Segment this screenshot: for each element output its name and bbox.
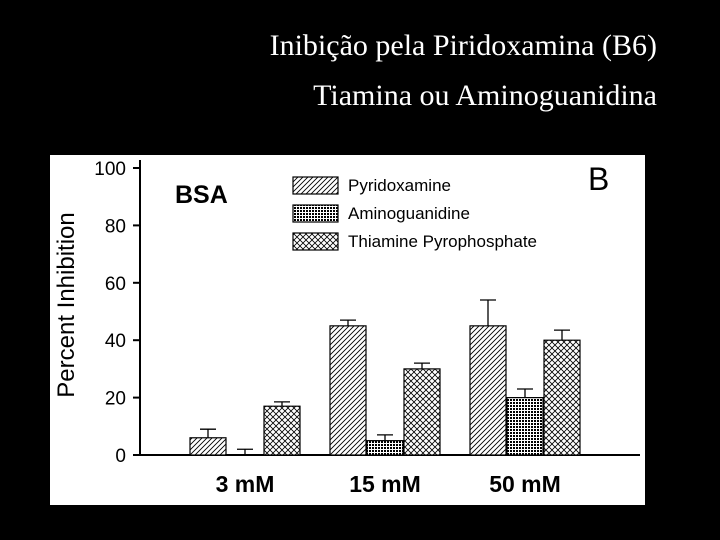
x-tick-label: 50 mM (489, 471, 561, 497)
y-tick-label: 0 (115, 446, 126, 467)
error-bar (554, 329, 570, 341)
y-tick-label: 60 (105, 274, 126, 295)
error-bar (517, 388, 533, 398)
bar (189, 437, 227, 456)
legend-label: Pyridoxamine (348, 176, 451, 195)
bar (469, 325, 507, 456)
error-bar (274, 401, 290, 407)
bar (506, 397, 544, 456)
annotation: BSA (175, 181, 228, 209)
x-tick-label: 3 mM (216, 471, 275, 497)
x-tick-label: 15 mM (349, 471, 421, 497)
bar (366, 440, 404, 456)
bar (263, 405, 301, 456)
y-tick-label: 80 (105, 216, 126, 237)
legend-swatch (292, 176, 339, 195)
slide-title-line: Inibição pela Piridoxamina (B6) (270, 29, 657, 62)
error-bar (414, 362, 430, 369)
bar (543, 339, 581, 456)
y-tick-label: 100 (94, 159, 126, 180)
error-bar (377, 434, 393, 441)
bar (403, 368, 441, 456)
error-bar (237, 448, 253, 455)
legend-swatch (292, 232, 339, 251)
y-axis-label: Percent Inhibition (53, 212, 80, 397)
error-bar (340, 319, 356, 326)
legend-label: Aminoguanidine (348, 204, 470, 223)
y-tick-label: 20 (105, 389, 126, 410)
error-bar (480, 299, 496, 326)
bar (329, 325, 367, 456)
error-bar (200, 428, 216, 438)
slide-title-line: Tiamina ou Aminoguanidina (313, 79, 657, 112)
panel-label: B (588, 161, 609, 197)
legend-swatch (292, 204, 339, 223)
y-tick-label: 40 (105, 331, 126, 352)
chart: Percent Inhibition BSA B 0 20 40 60 80 100 3 m… (53, 159, 640, 497)
legend-label: Thiamine Pyrophosphate (348, 232, 537, 251)
